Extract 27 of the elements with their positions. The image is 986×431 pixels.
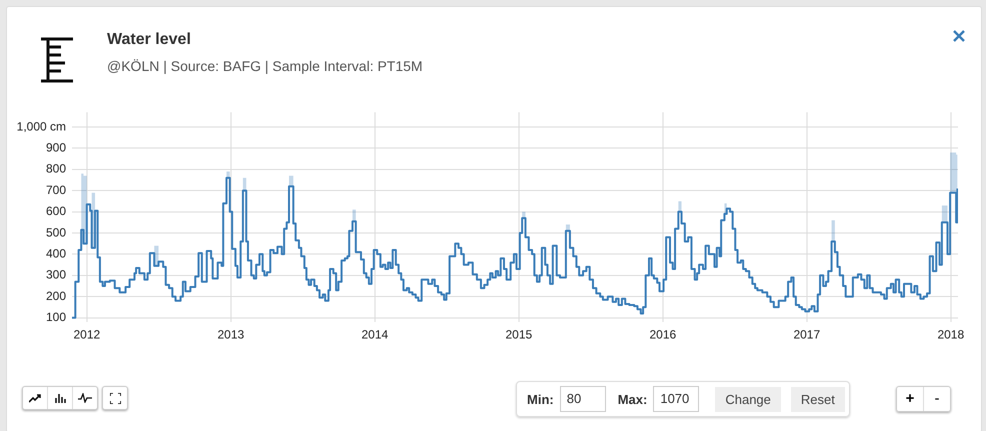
text: 1070 <box>653 386 700 412</box>
y-tick-label: 300 <box>46 268 66 282</box>
x-tick-label: 2015 <box>505 328 532 342</box>
text: Max: <box>618 392 648 406</box>
y-tick-label: 100 <box>46 310 66 324</box>
y-tick-label: 800 <box>46 162 66 176</box>
y-tick-label: 200 <box>46 288 66 303</box>
text: Min: <box>527 392 554 406</box>
chart-subtitle: @KÖLN | Source: BAFG | Sample Interval: PT15M <box>107 58 423 74</box>
text: + <box>897 387 924 411</box>
x-tick-label: 2018 <box>937 328 964 342</box>
x-tick-label: 2016 <box>649 328 676 342</box>
y-tick-label: 600 <box>46 204 66 218</box>
text: Reset <box>790 386 845 412</box>
chart-title: Water level <box>107 31 191 49</box>
text: Change <box>715 386 781 412</box>
x-tick-label: 2017 <box>793 328 820 342</box>
x-tick-label: 2014 <box>361 328 388 342</box>
y-tick-label: 700 <box>46 182 66 197</box>
y-tick-label: 900 <box>46 140 66 155</box>
x-tick-label: 2012 <box>73 328 100 342</box>
x-tick-label: 2013 <box>217 328 244 342</box>
y-tick-label: 1,000 cm <box>16 119 66 134</box>
y-tick-label: 500 <box>46 225 66 240</box>
text: - <box>934 389 940 409</box>
text: 80 <box>560 386 606 412</box>
y-tick-label: 400 <box>46 246 66 260</box>
